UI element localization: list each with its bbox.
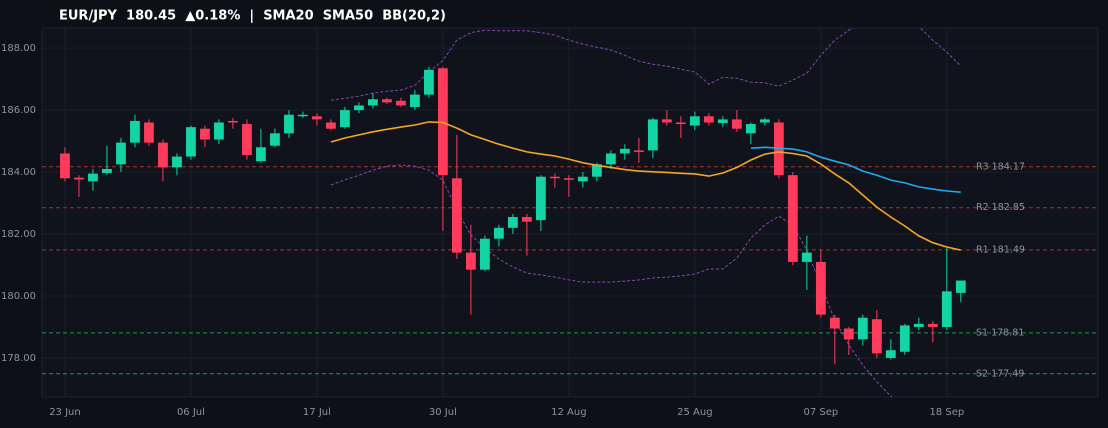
candle-body [186,127,196,157]
candle-body [563,178,574,180]
candle-body [815,261,826,315]
candle-body [424,69,434,95]
x-tick-label: 23 Jun [49,407,81,418]
candle-body [451,178,462,253]
candle-body [396,100,406,106]
candle-body [102,168,112,173]
candle-body [158,142,168,168]
x-tick-label: 18 Sep [929,407,964,418]
candle-body [899,325,910,352]
candle-body [871,319,882,354]
candle-body [619,148,630,154]
candle-body [368,99,378,106]
candle-body [591,164,602,177]
level-label: R2 182.85 [976,202,1025,213]
candle-body [172,156,182,168]
y-tick-label: 178.00 [1,353,36,364]
candle-body [242,124,252,156]
candle-body [200,128,210,140]
candle-body [577,176,588,182]
candle-body [913,323,924,327]
candle-body [382,99,392,103]
candle-body [633,150,644,152]
candle-body [955,280,966,293]
candle-body [340,110,350,128]
candle-body [465,252,476,270]
x-tick-label: 30 Jul [429,407,457,418]
candle-body [605,153,616,165]
candle-body [829,317,840,329]
candle-body [228,120,238,123]
x-tick-label: 12 Aug [551,407,586,418]
plot-area [41,27,1099,398]
candle-body [717,119,728,124]
candle-body [801,252,812,262]
candle-body [130,120,140,143]
candle-body [521,216,532,222]
candle-body [731,119,742,129]
candle-body [284,114,294,134]
level-label: S1 178.81 [976,327,1024,338]
candle-body [787,175,798,262]
candle-body [857,317,868,340]
candle-body [927,323,938,327]
chart-title: EUR/JPY 180.45 ▲0.18% | SMA20 SMA50 BB(2… [59,9,446,24]
candle-body [354,105,364,111]
candle-body [703,116,714,123]
candle-body [298,114,308,117]
band-line [330,164,893,397]
candle-body [759,119,770,123]
candle-body [745,124,756,134]
candle-body [493,227,504,239]
level-label: S2 177.49 [976,368,1024,379]
candle-body [941,291,952,327]
indicator-line [750,146,961,193]
candle-body [885,350,896,358]
level-label: R1 181.49 [976,244,1025,255]
candle-body [689,116,700,126]
candle-body [843,328,854,340]
candle-body [116,142,126,165]
level-label: R3 184.17 [976,161,1025,172]
candle-body [549,176,560,179]
candle-body [144,122,154,143]
x-tick-label: 25 Aug [677,407,712,418]
candle-body [647,119,658,151]
plot-layer [42,28,1098,397]
x-tick-label: 17 Jul [303,407,331,418]
y-tick-label: 186.00 [1,105,36,116]
candle-body [74,177,84,180]
indicator-line [330,121,961,251]
y-tick-label: 182.00 [1,229,36,240]
candle-body [312,116,322,120]
y-tick-label: 188.00 [1,43,36,54]
candle-body [410,94,420,108]
candle-body [88,173,98,182]
candle-body [270,133,280,146]
candle-body [661,119,672,123]
candle-body [60,153,70,179]
candle-body [256,147,266,162]
candle-body [479,238,490,270]
candle-body [214,122,224,140]
candle-body [326,122,336,129]
y-tick-label: 180.00 [1,291,36,302]
candle-body [507,216,518,228]
x-tick-label: 07 Sep [803,407,838,418]
y-tick-label: 184.00 [1,167,36,178]
candle-body [675,122,686,125]
candle-body [535,176,546,221]
x-tick-label: 06 Jul [177,407,205,418]
